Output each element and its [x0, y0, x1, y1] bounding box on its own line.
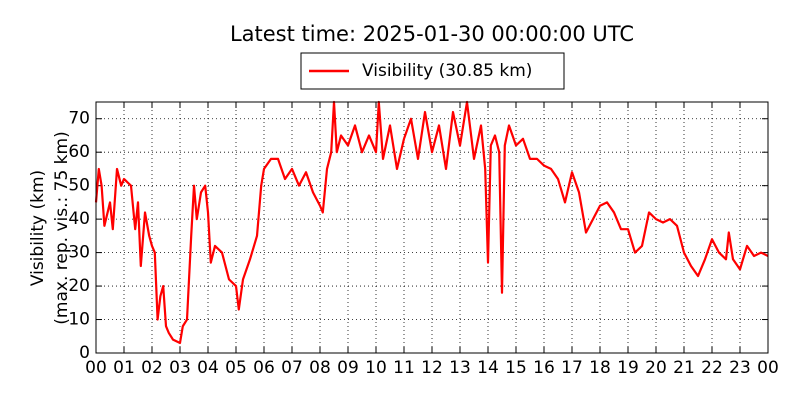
y-tick-label: 40 — [68, 209, 90, 229]
y-tick-label: 20 — [68, 276, 90, 296]
x-tick-label: 06 — [253, 358, 275, 378]
x-tick-label: 23 — [729, 358, 751, 378]
plot-frame — [95, 101, 769, 354]
x-tick-label: 08 — [309, 358, 331, 378]
x-tick-label: 00 — [757, 358, 779, 378]
x-tick-label: 10 — [365, 358, 387, 378]
x-tick-label: 13 — [449, 358, 471, 378]
y-tick-label: 30 — [68, 243, 90, 263]
x-tick-label: 15 — [505, 358, 527, 378]
x-tick-label: 17 — [561, 358, 583, 378]
y-axis-label-line: (max. rep. vis.: 75 km) — [52, 131, 72, 324]
x-tick-label: 05 — [225, 358, 247, 378]
x-tick-label: 00 — [85, 358, 107, 378]
legend-label: Visibility (30.85 km) — [362, 61, 532, 81]
x-tick-label: 11 — [393, 358, 415, 378]
y-axis-label: Visibility (km) (max. rep. vis.: 75 km) — [28, 131, 72, 324]
data-line — [94, 100, 769, 345]
y-tick-label: 0 — [79, 343, 90, 363]
x-tick-label: 14 — [477, 358, 499, 378]
x-tick-label: 16 — [533, 358, 555, 378]
x-tick-label: 22 — [701, 358, 723, 378]
x-tick-label: 21 — [673, 358, 695, 378]
y-tick-label: 70 — [68, 109, 90, 129]
x-tick-label: 18 — [589, 358, 611, 378]
x-tick-label: 20 — [645, 358, 667, 378]
x-tick-label: 02 — [141, 358, 163, 378]
x-tick-label: 01 — [113, 358, 135, 378]
y-tick-label: 60 — [68, 142, 90, 162]
x-tick-label: 07 — [281, 358, 303, 378]
x-tick-label: 09 — [337, 358, 359, 378]
x-tick-label: 19 — [617, 358, 639, 378]
x-tick-label: 12 — [421, 358, 443, 378]
y-tick-label: 50 — [68, 176, 90, 196]
x-tick-label: 03 — [169, 358, 191, 378]
x-tick-label: 04 — [197, 358, 219, 378]
y-tick-label: 10 — [68, 310, 90, 330]
chart-title: Latest time: 2025-01-30 00:00:00 UTC — [230, 22, 634, 46]
y-axis-label-line: Visibility (km) — [28, 170, 48, 286]
